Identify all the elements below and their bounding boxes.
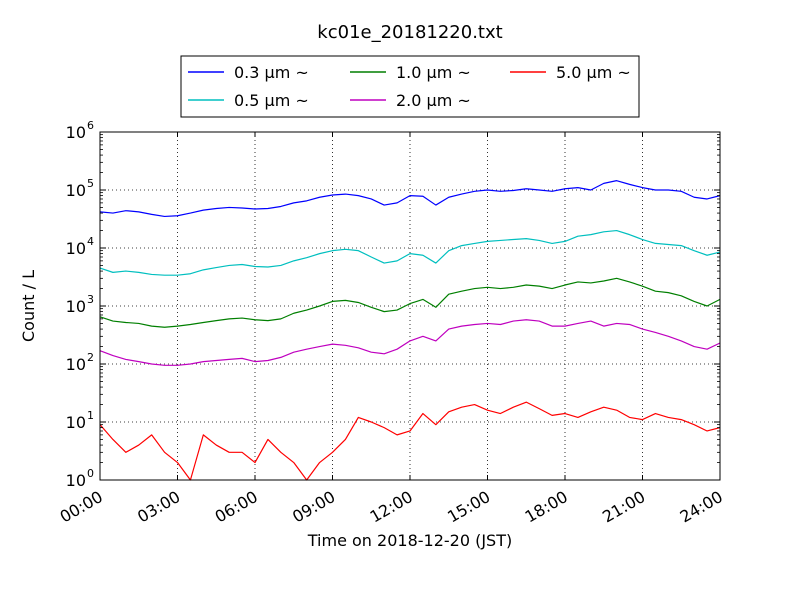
y-tick-label: 10 — [66, 123, 86, 142]
series-line — [99, 229, 721, 276]
series-line — [99, 401, 721, 481]
y-tick-label: 10 — [66, 355, 86, 374]
legend-label: 2.0 µm ~ — [396, 91, 471, 110]
legend-label: 0.3 µm ~ — [234, 63, 309, 82]
y-tick-label: 10 — [66, 413, 86, 432]
legend-label: 0.5 µm ~ — [234, 91, 309, 110]
legend-items: 0.3 µm ~ 0.5 µm ~ 1.0 µm ~ 2.0 µm ~ 5.0 µm ~ — [188, 63, 631, 110]
legend-box — [180, 55, 640, 118]
chart-title: kc01e_20181220.txt — [317, 22, 502, 43]
y-tick-label: 10 — [66, 181, 86, 200]
legend-label: 1.0 µm ~ — [396, 63, 471, 82]
legend: 0.3 µm ~ 0.5 µm ~ 1.0 µm ~ 2.0 µm ~ 5.0 µm ~ — [180, 55, 640, 118]
legend-label: 5.0 µm ~ — [556, 63, 631, 82]
series-lines — [99, 180, 721, 481]
y-tick-exponent: 1 — [87, 409, 94, 422]
y-tick-exponent: 4 — [87, 235, 94, 248]
grid-lines — [100, 132, 720, 480]
series-line — [99, 277, 721, 328]
y-tick-label: 10 — [66, 471, 86, 490]
y-tick-exponent: 3 — [87, 293, 94, 306]
x-axis-label: Time on 2018-12-20 (JST) — [307, 531, 512, 550]
y-tick-exponent: 2 — [87, 351, 94, 364]
y-tick-exponent: 0 — [87, 467, 94, 480]
y-tick-exponent: 5 — [87, 177, 94, 190]
series-line — [99, 319, 721, 366]
series-line — [99, 180, 721, 218]
y-tick-label: 10 — [66, 297, 86, 316]
y-tick-exponent: 6 — [87, 119, 94, 132]
y-tick-label: 10 — [66, 239, 86, 258]
y-axis-label: Count / L — [19, 270, 38, 342]
axis-ticks — [99, 131, 721, 481]
